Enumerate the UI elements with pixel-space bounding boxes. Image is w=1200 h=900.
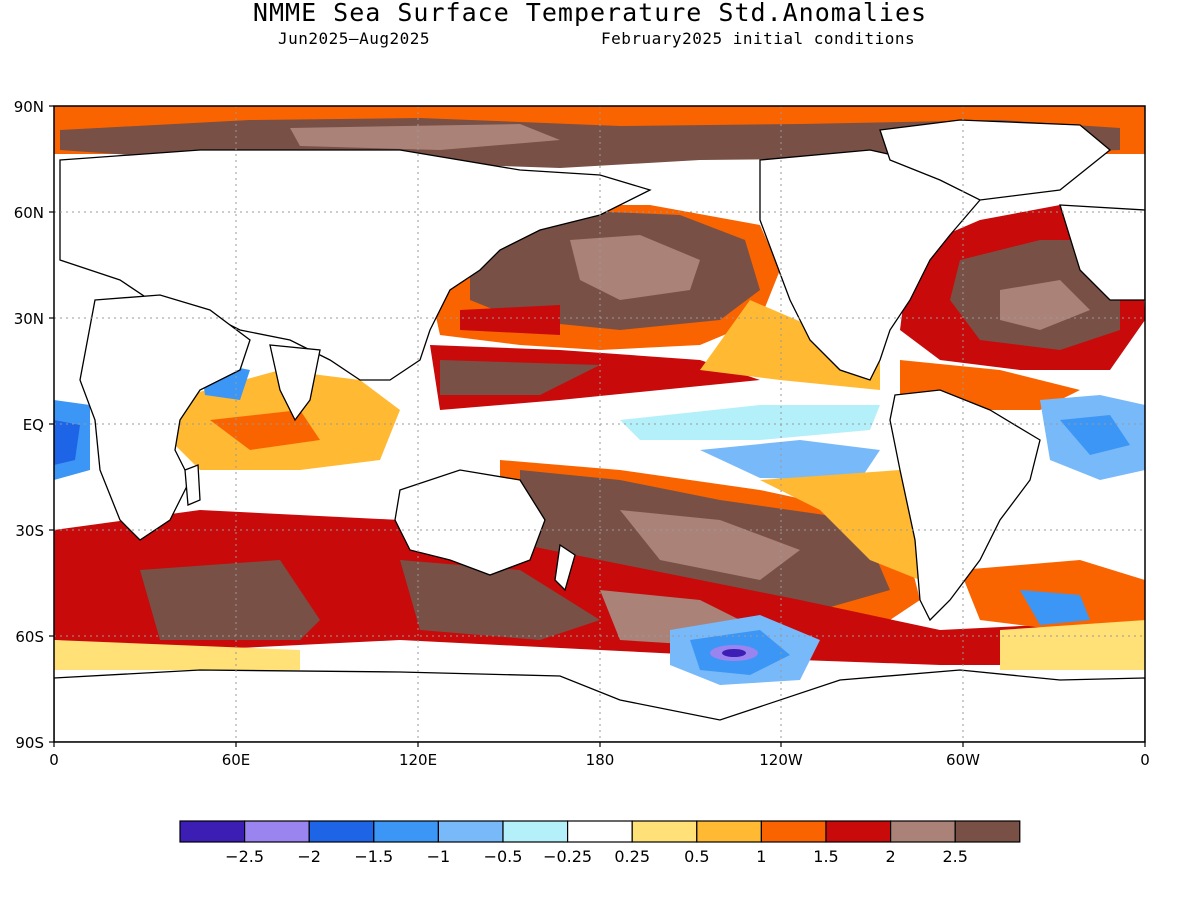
colorbar-swatch bbox=[760, 820, 827, 843]
lat-label: 30N bbox=[14, 310, 44, 328]
colorbar-swatch bbox=[502, 820, 569, 843]
colorbar-swatch bbox=[244, 820, 310, 843]
colorbar-swatch bbox=[437, 820, 504, 843]
colorbar-label: −0.25 bbox=[543, 847, 592, 866]
lon-label: 120E bbox=[399, 751, 437, 769]
lat-label: 90N bbox=[14, 98, 44, 116]
lat-label: EQ bbox=[23, 416, 44, 434]
lat-label: 90S bbox=[15, 734, 44, 752]
colorbar-label: −1 bbox=[427, 847, 451, 866]
india bbox=[269, 344, 321, 422]
lon-label: 180 bbox=[586, 751, 615, 769]
australia bbox=[394, 469, 546, 576]
colorbar-label: 2 bbox=[886, 847, 896, 866]
europe-west bbox=[1059, 204, 1145, 301]
lon-label: 120W bbox=[759, 751, 803, 769]
colorbar-swatch bbox=[889, 820, 956, 843]
colorbar-label: −0.5 bbox=[484, 847, 523, 866]
lat-label: 60N bbox=[14, 204, 44, 222]
initial-conditions: February2025 initial conditions bbox=[601, 29, 916, 48]
lat-label: 60S bbox=[15, 628, 44, 646]
greenland bbox=[879, 119, 1112, 201]
colorbar-label: 0.25 bbox=[614, 847, 650, 866]
colorbar-label: 0.5 bbox=[684, 847, 709, 866]
graticule bbox=[54, 106, 1145, 742]
colorbar-swatch bbox=[179, 820, 246, 843]
colorbar-label: 1 bbox=[756, 847, 766, 866]
lat-label: 30S bbox=[15, 522, 44, 540]
lon-label: 60E bbox=[222, 751, 251, 769]
colorbar-swatch bbox=[308, 820, 375, 843]
colorbar-swatch bbox=[954, 820, 1021, 843]
new-zealand bbox=[554, 543, 576, 592]
colorbar-label: −2 bbox=[297, 847, 321, 866]
madagascar bbox=[184, 464, 201, 506]
colorbar-swatch bbox=[696, 820, 762, 843]
colorbar-swatch bbox=[631, 820, 698, 843]
map-title: NMME Sea Surface Temperature Std.Anomali… bbox=[252, 0, 928, 27]
africa bbox=[79, 294, 251, 541]
lon-label: 60W bbox=[946, 751, 980, 769]
colorbar-label: −2.5 bbox=[225, 847, 264, 866]
colorbar-label: 1.5 bbox=[813, 847, 838, 866]
colorbar-label: 2.5 bbox=[942, 847, 967, 866]
lon-label: 0 bbox=[49, 751, 59, 769]
south-america bbox=[889, 389, 1041, 622]
colorbar-swatch bbox=[566, 820, 633, 843]
forecast-period: Jun2025–Aug2025 bbox=[278, 29, 430, 48]
colorbar-legend: −2.5 −2 −1.5 −1 −0.5 −0.25 0.25 0.5 1 1.5 2 2.5 bbox=[179, 820, 1021, 866]
anomaly-field bbox=[54, 106, 1145, 742]
colorbar-swatch bbox=[373, 820, 439, 843]
lon-label: 0 bbox=[1140, 751, 1150, 769]
colorbar-label: −1.5 bbox=[354, 847, 393, 866]
colorbar-swatch bbox=[825, 820, 892, 843]
